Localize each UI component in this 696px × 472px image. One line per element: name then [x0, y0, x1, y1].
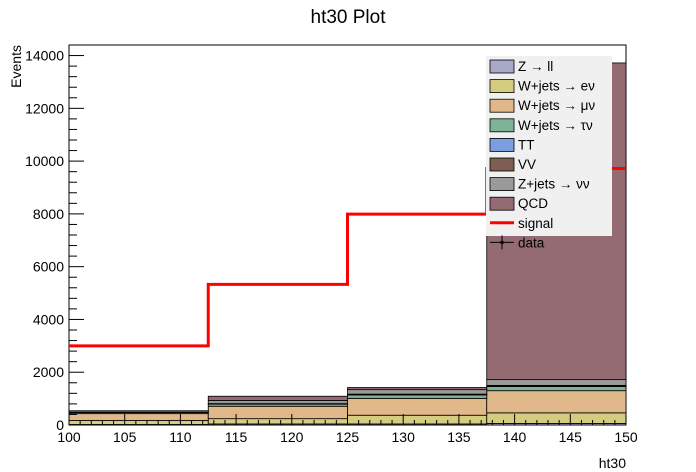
y-tick-label-7: 14000: [25, 48, 64, 64]
bar-series-2-bin-3: [486, 390, 627, 414]
legend-swatch-data-dot: [500, 240, 504, 245]
y-tick-label-0: 0: [56, 417, 64, 433]
y-tick-label-6: 12000: [25, 100, 64, 116]
x-tick-label-6: 130: [392, 429, 416, 445]
bar-series-3-bin-2: [347, 394, 488, 399]
x-tick-label-7: 135: [447, 429, 471, 445]
legend-swatch-3: [489, 118, 515, 133]
x-tick-label-3: 115: [225, 429, 248, 445]
x-tick-label-2: 110: [169, 429, 192, 445]
bar-series-6-bin-1: [207, 400, 348, 405]
legend-label-2: W+jets → μν: [518, 98, 595, 113]
y-axis: 0 2000 4000 6000 8000 10000 12000 14000: [25, 44, 84, 433]
legend-swatch-5: [489, 157, 515, 172]
bar-series-2-bin-0: [68, 413, 209, 421]
legend-label-signal: signal: [518, 216, 553, 231]
bar-series-1-bin-2: [347, 414, 488, 425]
x-tick-label-10: 150: [614, 429, 638, 445]
bar-series-7-bin-2: [347, 387, 488, 391]
bar-series-1-bin-1: [207, 418, 348, 425]
legend-swatch-7: [489, 196, 515, 211]
x-tick-label-5: 125: [336, 429, 360, 445]
y-axis-label: Events: [8, 45, 24, 88]
legend-label-0: Z → ll: [518, 59, 553, 74]
legend-label-1: W+jets → eν: [518, 79, 595, 94]
y-tick-label-5: 10000: [25, 153, 64, 169]
legend-label-5: VV: [518, 157, 536, 172]
legend-swatch-2: [489, 98, 515, 113]
bar-series-1-bin-3: [486, 412, 627, 424]
bar-series-3-bin-3: [486, 386, 627, 392]
legend-label-6: Z+jets → νν: [518, 177, 590, 192]
legend-label-4: TT: [518, 137, 535, 152]
bar-series-1-bin-0: [68, 420, 209, 425]
y-tick-label-2: 4000: [33, 311, 64, 327]
x-tick-label-8: 140: [503, 429, 527, 445]
x-tick-label-0: 100: [57, 429, 81, 445]
bar-series-6-bin-3: [486, 379, 627, 386]
y-tick-label-4: 8000: [33, 206, 64, 222]
bar-series-6-bin-2: [347, 389, 488, 395]
y-tick-label-1: 2000: [33, 364, 64, 380]
legend-label-3: W+jets → τν: [518, 118, 593, 133]
legend-swatch-4: [489, 137, 515, 152]
legend-swatch-6: [489, 177, 515, 192]
x-tick-label-4: 120: [280, 429, 304, 445]
legend-label-data: data: [518, 235, 545, 250]
bar-series-7-bin-1: [207, 395, 348, 401]
x-axis: 100 105 110 115 120 125 130 135 140 145 150: [57, 414, 638, 445]
legend-label-7: QCD: [518, 196, 548, 211]
chart-title: ht30 Plot: [311, 7, 387, 28]
x-tick-label-1: 105: [113, 429, 137, 445]
bar-series-2-bin-2: [347, 397, 488, 416]
legend: Z → ll W+jets → eν W+jets → μν W+jets → τν T…: [486, 56, 612, 250]
legend-swatch-1: [489, 79, 515, 93]
legend-swatch-0: [489, 59, 515, 74]
y-tick-label-3: 6000: [33, 259, 64, 275]
bar-series-2-bin-1: [207, 405, 348, 420]
x-axis-label: ht30: [599, 455, 626, 471]
x-tick-label-9: 145: [559, 429, 583, 445]
